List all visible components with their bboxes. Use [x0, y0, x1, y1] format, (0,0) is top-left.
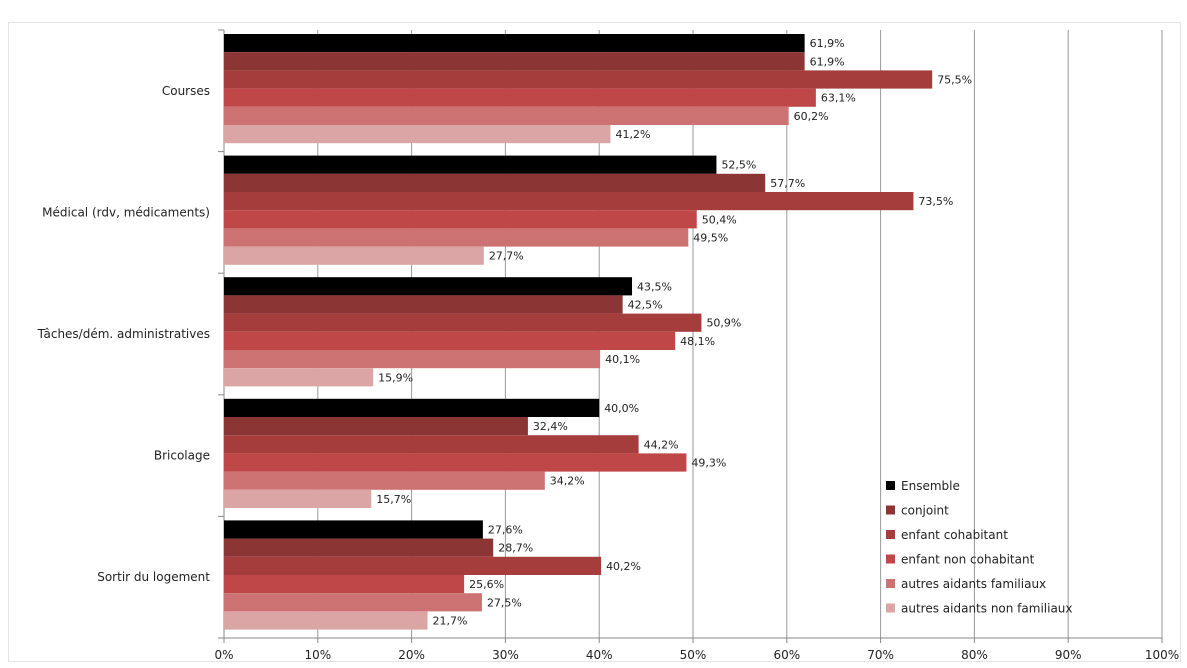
bar-enfant-cohabitant-taches-dem-administratives: [224, 313, 702, 332]
x-tick-label: 20%: [398, 648, 425, 662]
category-label-sortir-du-logement: Sortir du logement: [97, 570, 210, 584]
category-label-bricolage: Bricolage: [154, 449, 210, 463]
bar-autres-aidants-familiaux-sortir-du-logement: [224, 593, 482, 612]
bar-enfant-non-cohabitant-courses: [224, 88, 816, 107]
bar-autres-aidants-non-familiaux-bricolage: [224, 489, 372, 508]
data-label-autres-aidants-non-familiaux-taches-dem-administratives: 15,9%: [378, 371, 413, 384]
data-label-autres-aidants-non-familiaux-sortir-du-logement: 21,7%: [433, 615, 468, 628]
data-label-autres-aidants-non-familiaux-bricolage: 15,7%: [376, 493, 411, 506]
data-label-enfant-non-cohabitant-medical-rdv-medicaments: 50,4%: [702, 213, 737, 226]
bar-conjoint-bricolage: [224, 417, 528, 436]
bar-ensemble-medical-rdv-medicaments: [224, 155, 717, 174]
data-label-autres-aidants-non-familiaux-medical-rdv-medicaments: 27,7%: [489, 250, 524, 263]
data-label-autres-aidants-familiaux-sortir-du-logement: 27,5%: [487, 596, 522, 609]
bar-conjoint-taches-dem-administratives: [224, 295, 623, 314]
x-tick-label: 40%: [586, 648, 613, 662]
bar-conjoint-medical-rdv-medicaments: [224, 173, 766, 192]
data-label-enfant-cohabitant-sortir-du-logement: 40,2%: [606, 560, 641, 573]
legend-swatch-autres-aidants-familiaux: [886, 579, 895, 588]
bar-autres-aidants-familiaux-courses: [224, 106, 789, 125]
bar-autres-aidants-non-familiaux-taches-dem-administratives: [224, 368, 374, 387]
data-label-conjoint-sortir-du-logement: 28,7%: [498, 542, 533, 555]
legend-label-enfant-non-cohabitant: enfant non cohabitant: [901, 553, 1035, 567]
bar-enfant-cohabitant-medical-rdv-medicaments: [224, 192, 914, 211]
x-tick-label: 30%: [492, 648, 519, 662]
data-label-enfant-non-cohabitant-courses: 63,1%: [821, 92, 856, 105]
bar-ensemble-sortir-du-logement: [224, 520, 483, 539]
data-label-ensemble-medical-rdv-medicaments: 52,5%: [721, 159, 756, 172]
bar-enfant-non-cohabitant-bricolage: [224, 453, 687, 472]
category-label-courses: Courses: [162, 84, 210, 98]
data-label-conjoint-courses: 61,9%: [810, 55, 845, 68]
bar-enfant-non-cohabitant-sortir-du-logement: [224, 575, 465, 594]
legend-swatch-conjoint: [886, 505, 895, 515]
bar-autres-aidants-non-familiaux-sortir-du-logement: [224, 611, 428, 630]
bar-enfant-non-cohabitant-taches-dem-administratives: [224, 331, 676, 350]
bar-autres-aidants-familiaux-bricolage: [224, 471, 545, 490]
data-label-ensemble-bricolage: 40,0%: [604, 402, 639, 415]
data-label-autres-aidants-familiaux-taches-dem-administratives: 40,1%: [605, 353, 640, 366]
legend-swatch-ensemble: [886, 481, 895, 490]
data-label-enfant-cohabitant-medical-rdv-medicaments: 73,5%: [918, 195, 953, 208]
legend-label-ensemble: Ensemble: [901, 479, 960, 493]
bar-enfant-cohabitant-sortir-du-logement: [224, 556, 602, 575]
data-label-ensemble-taches-dem-administratives: 43,5%: [637, 280, 672, 293]
bar-ensemble-taches-dem-administratives: [224, 277, 633, 296]
bar-autres-aidants-familiaux-taches-dem-administratives: [224, 350, 601, 369]
legend-label-autres-aidants-familiaux: autres aidants familiaux: [901, 577, 1046, 591]
x-tick-label: 10%: [304, 648, 331, 662]
data-label-ensemble-courses: 61,9%: [810, 37, 845, 50]
x-tick-label: 70%: [867, 648, 894, 662]
bar-autres-aidants-non-familiaux-medical-rdv-medicaments: [224, 246, 484, 265]
bar-ensemble-courses: [224, 34, 805, 53]
data-label-autres-aidants-familiaux-bricolage: 34,2%: [550, 475, 585, 488]
x-tick-label: 100%: [1145, 648, 1179, 662]
data-label-conjoint-medical-rdv-medicaments: 57,7%: [770, 177, 805, 190]
legend-label-conjoint: conjoint: [901, 504, 949, 518]
legend-swatch-autres-aidants-non-familiaux: [886, 603, 895, 613]
legend-swatch-enfant-non-cohabitant: [886, 554, 895, 564]
data-label-enfant-non-cohabitant-bricolage: 49,3%: [691, 457, 726, 470]
x-tick-label: 0%: [214, 648, 233, 662]
bar-conjoint-sortir-du-logement: [224, 538, 494, 557]
bar-enfant-cohabitant-courses: [224, 70, 933, 89]
bar-autres-aidants-non-familiaux-courses: [224, 125, 611, 144]
bar-conjoint-courses: [224, 52, 805, 71]
legend-label-autres-aidants-non-familiaux: autres aidants non familiaux: [901, 602, 1073, 616]
x-tick-label: 80%: [961, 648, 988, 662]
bar-enfant-cohabitant-bricolage: [224, 435, 639, 454]
data-label-autres-aidants-non-familiaux-courses: 41,2%: [615, 128, 650, 141]
data-label-enfant-cohabitant-taches-dem-administratives: 50,9%: [706, 317, 741, 330]
data-label-conjoint-bricolage: 32,4%: [533, 420, 568, 433]
data-label-conjoint-taches-dem-administratives: 42,5%: [628, 299, 663, 312]
x-tick-label: 60%: [773, 648, 800, 662]
bar-ensemble-bricolage: [224, 398, 600, 417]
legend-swatch-enfant-cohabitant: [886, 530, 895, 539]
bar-autres-aidants-familiaux-medical-rdv-medicaments: [224, 228, 689, 247]
data-label-enfant-cohabitant-courses: 75,5%: [937, 74, 972, 87]
category-label-medical-rdv-medicaments: Médical (rdv, médicaments): [42, 205, 210, 219]
legend-label-enfant-cohabitant: enfant cohabitant: [901, 528, 1008, 542]
x-tick-label: 50%: [680, 648, 707, 662]
data-label-enfant-non-cohabitant-taches-dem-administratives: 48,1%: [680, 335, 715, 348]
x-tick-label: 90%: [1055, 648, 1082, 662]
bar-enfant-non-cohabitant-medical-rdv-medicaments: [224, 210, 697, 229]
data-label-enfant-cohabitant-bricolage: 44,2%: [644, 438, 679, 451]
category-label-taches-dem-administratives: Tâches/dém. administratives: [37, 327, 210, 341]
data-label-autres-aidants-familiaux-medical-rdv-medicaments: 49,5%: [693, 232, 728, 245]
data-label-autres-aidants-familiaux-courses: 60,2%: [794, 110, 829, 123]
data-label-enfant-non-cohabitant-sortir-du-logement: 25,6%: [469, 578, 504, 591]
data-label-ensemble-sortir-du-logement: 27,6%: [488, 524, 523, 537]
